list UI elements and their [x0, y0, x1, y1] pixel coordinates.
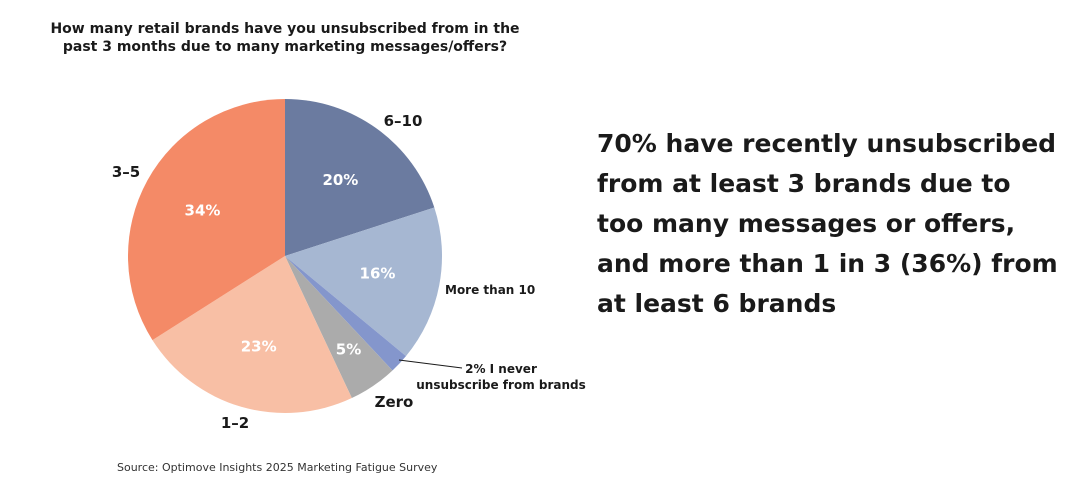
pie-slice-0 [285, 99, 435, 256]
pie-slice-3 [285, 256, 393, 399]
leader-line-never [398, 359, 463, 369]
headline-line-1: 70% have recently unsubscribed [597, 129, 1057, 158]
percent-label-1: 16% [360, 265, 396, 283]
category-label-more-than-10: More than 10 [445, 283, 535, 297]
pie-slice-5 [128, 99, 285, 341]
category-label-zero: Zero [375, 393, 414, 411]
chart-title-line-1: How many retail brands have you unsubscr… [50, 21, 520, 37]
headline-line-4: and more than 1 in 3 (36%) from [597, 249, 1058, 278]
category-label-never-line-2: unsubscribe from brands [416, 378, 586, 392]
percent-label-4: 23% [241, 338, 277, 356]
chart-title: How many retail brands have you unsubscr… [30, 20, 540, 56]
category-label-3-5: 3–5 [112, 163, 140, 181]
pie-slices [128, 99, 443, 414]
headline-line-5: at least 6 brands [597, 289, 837, 318]
pie-slice-2 [285, 256, 406, 371]
headline-line-2: from at least 3 brands due to [597, 169, 1011, 198]
headline-text: 70% have recently unsubscribed from at l… [597, 124, 1058, 324]
percent-labels: 20% 16% 5% 23% 34% [185, 171, 396, 359]
pie-slice-1 [285, 207, 443, 357]
category-label-1-2: 1–2 [221, 414, 249, 432]
pie-slice-4 [152, 256, 352, 414]
chart-title-line-2: past 3 months due to many marketing mess… [62, 39, 508, 55]
headline-line-3: too many messages or offers, [597, 209, 1016, 238]
category-label-6-10: 6–10 [384, 112, 423, 130]
category-label-never-line-1: 2% I never [465, 362, 537, 376]
source-note: Source: Optimove Insights 2025 Marketing… [117, 461, 438, 474]
percent-label-0: 20% [322, 171, 358, 189]
percent-label-3: 5% [336, 341, 361, 359]
percent-label-5: 34% [185, 202, 221, 220]
